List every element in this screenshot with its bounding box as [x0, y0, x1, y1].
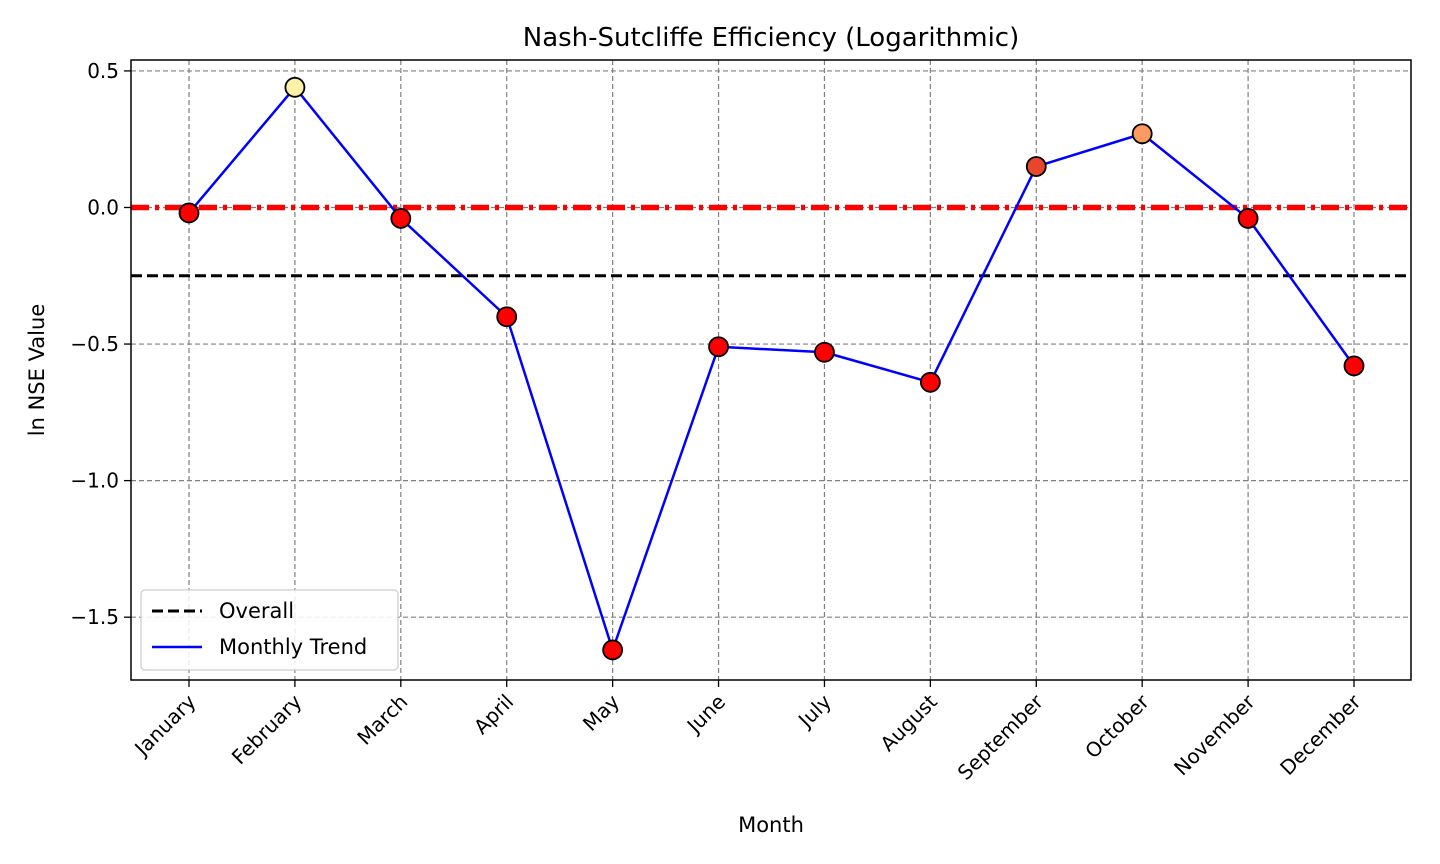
legend-box	[140, 589, 399, 671]
y-axis-ticks: 0.5 0.0 −0.5 −1.0 −1.5	[70, 59, 131, 629]
data-point	[1131, 123, 1153, 145]
x-tick-label: December	[1275, 689, 1366, 780]
y-tick-label: −1.0	[70, 469, 119, 493]
x-tick-label: June	[681, 690, 730, 739]
y-tick-label: 0.5	[87, 59, 119, 83]
x-tick-label: March	[352, 690, 412, 750]
x-tick-label: October	[1080, 689, 1154, 763]
legend-label: Overall	[219, 599, 294, 623]
data-point	[602, 639, 624, 661]
x-tick-label: January	[129, 689, 201, 761]
x-tick-label: April	[469, 690, 518, 739]
x-tick-label: November	[1169, 689, 1260, 780]
series-layer	[178, 76, 1365, 661]
legend: Overall Monthly Trend	[140, 589, 399, 671]
series-line	[188, 86, 1356, 652]
x-tick-label: August	[875, 689, 942, 756]
data-point	[1343, 355, 1365, 377]
data-point	[1025, 156, 1047, 177]
data-point	[919, 371, 941, 393]
y-tick-label: −0.5	[70, 332, 119, 356]
legend-label: Monthly Trend	[219, 635, 367, 659]
data-point	[1237, 208, 1259, 229]
plot-frame	[130, 59, 1412, 681]
x-tick-label: July	[792, 689, 836, 733]
x-tick-label: September	[953, 689, 1049, 785]
data-point	[708, 336, 729, 358]
data-point	[814, 341, 835, 363]
grid	[131, 60, 1411, 680]
x-tick-label: May	[578, 689, 624, 735]
x-tick-label: February	[227, 689, 307, 769]
data-point	[496, 306, 518, 328]
x-axis-ticks: January February March April May June July Augu…	[129, 680, 1366, 785]
y-tick-label: −1.5	[70, 605, 119, 629]
data-point	[390, 208, 412, 229]
y-axis-label: ln NSE Value	[25, 304, 49, 436]
chart-title: Nash-Sutcliffe Efficiency (Logarithmic)	[523, 23, 1019, 53]
x-axis-label: Month	[738, 813, 804, 837]
data-point	[178, 202, 200, 224]
reference-lines	[131, 204, 1411, 278]
data-point	[284, 76, 306, 98]
y-tick-label: 0.0	[87, 195, 119, 219]
